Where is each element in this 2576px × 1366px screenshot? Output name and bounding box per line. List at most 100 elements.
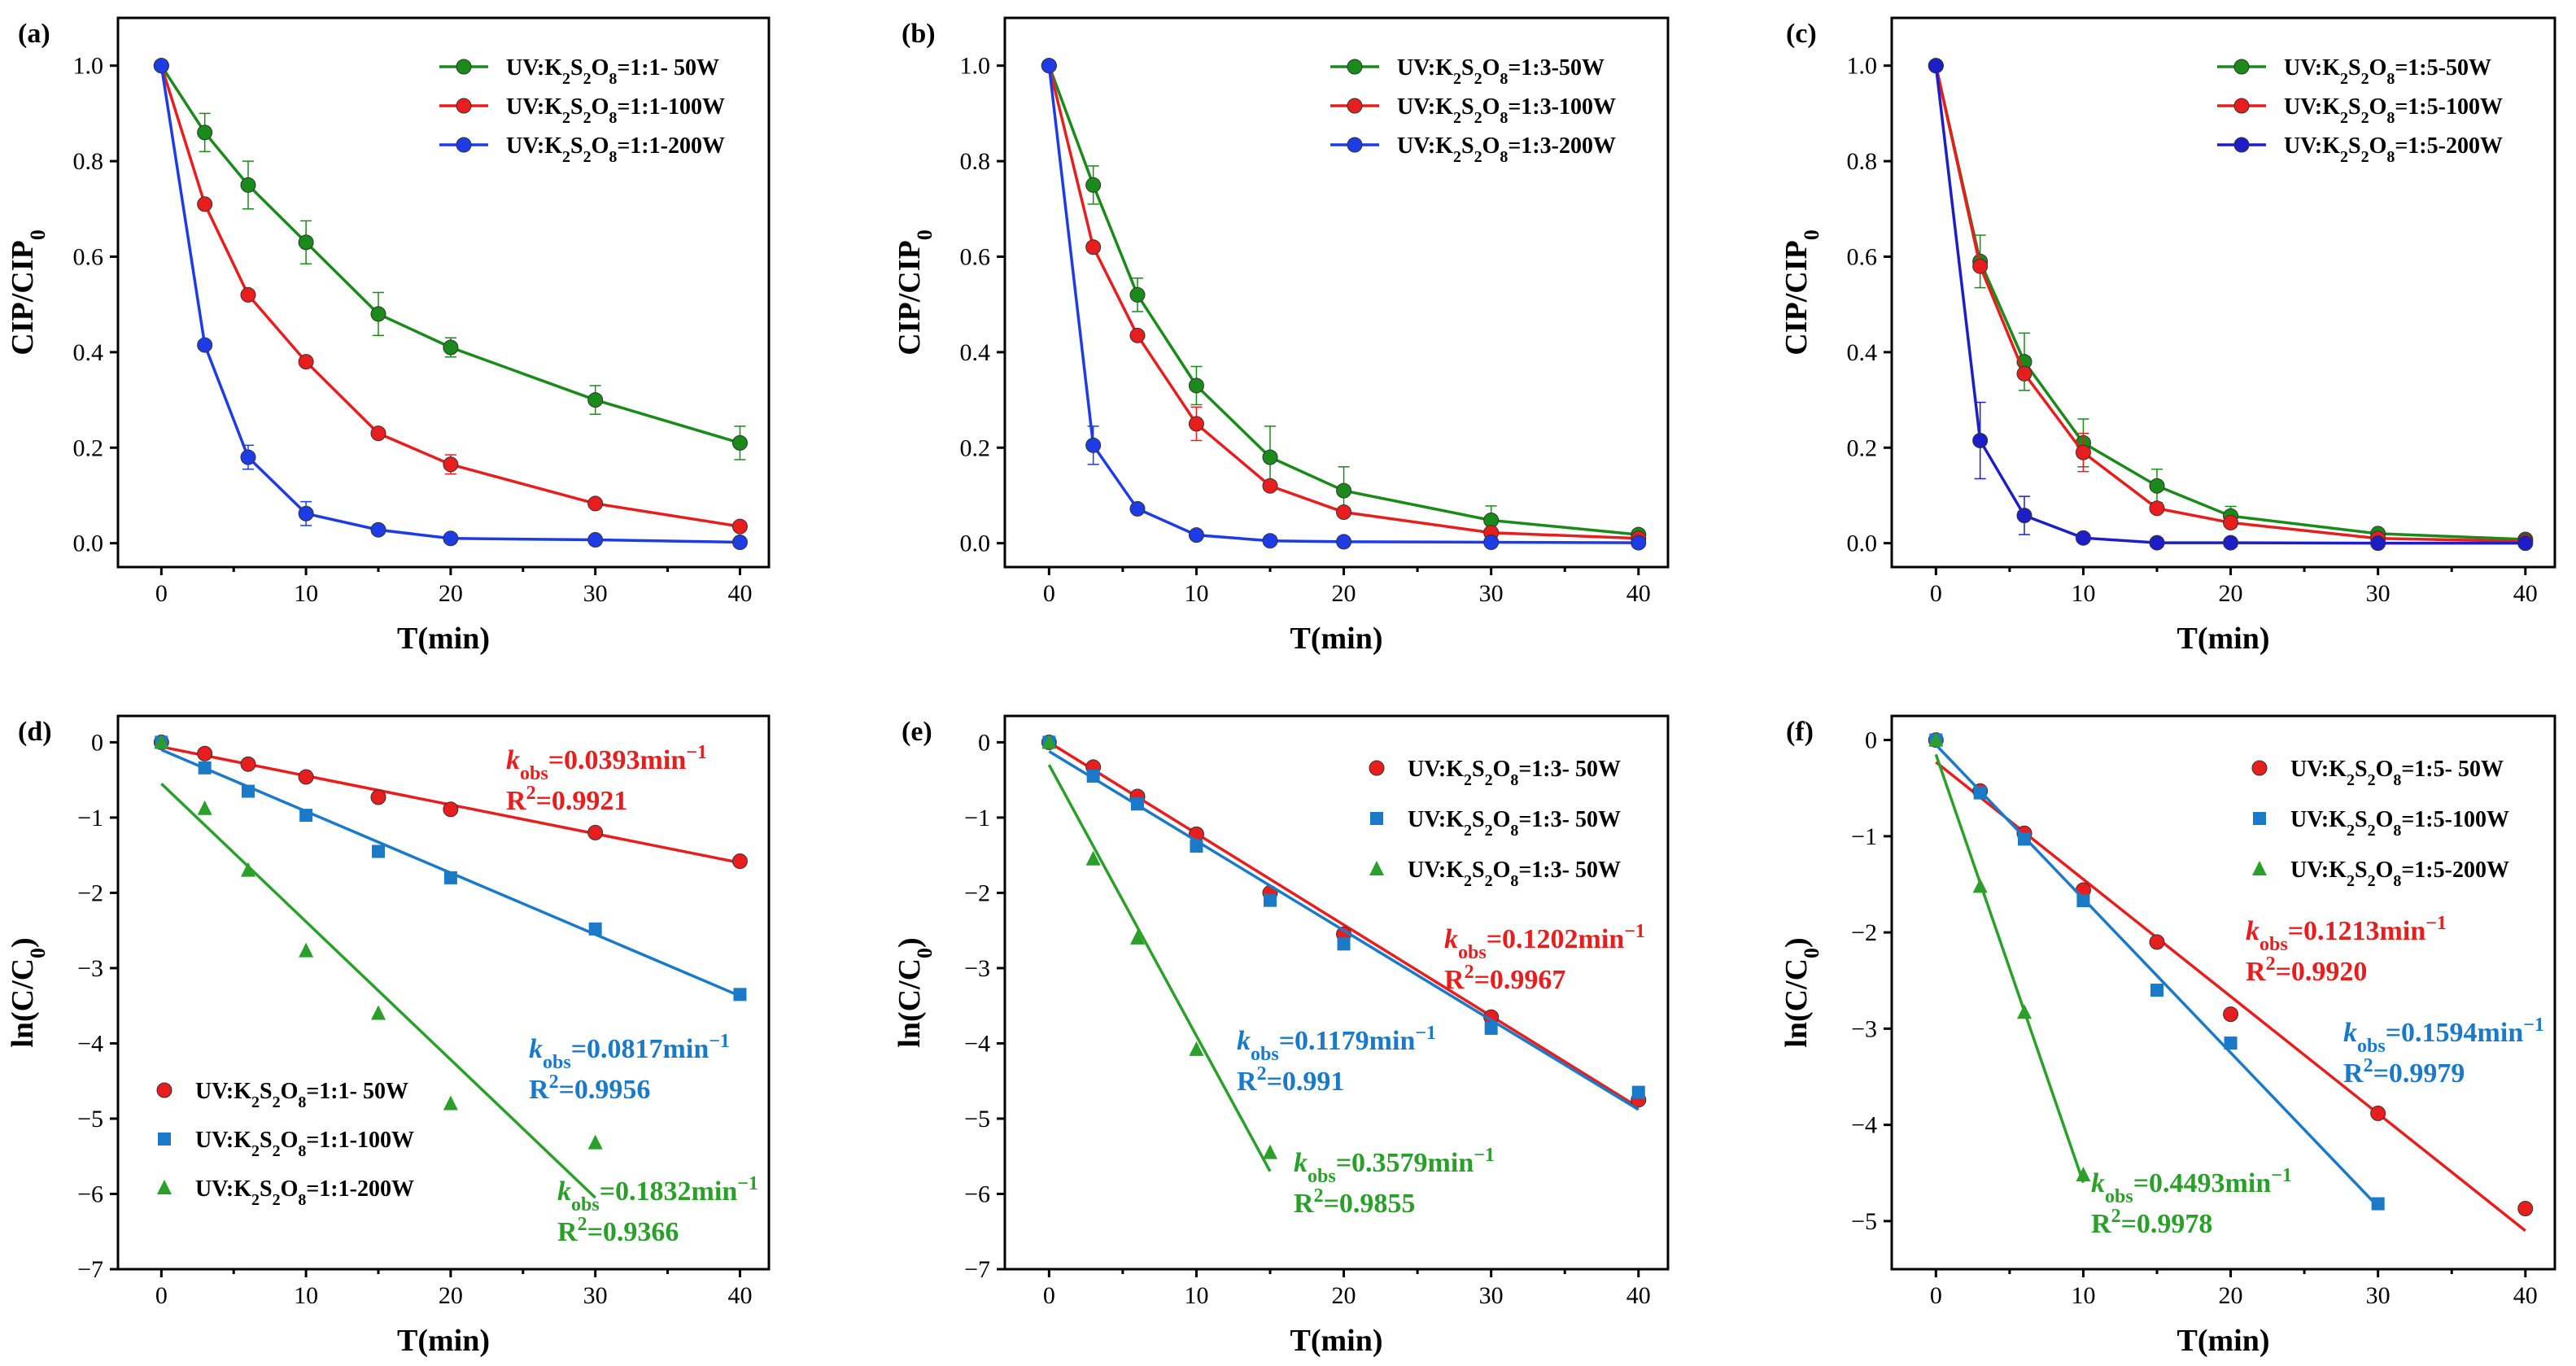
y-tick-label: 0.8 <box>960 148 991 175</box>
data-point <box>587 392 604 408</box>
x-axis-title: T(min) <box>2177 1324 2270 1358</box>
series-line <box>1934 65 2526 545</box>
r-squared-label: R2=0.9978 <box>2091 1206 2212 1239</box>
fit-line <box>1048 749 1639 1111</box>
data-point <box>240 177 256 193</box>
data-point <box>298 354 314 370</box>
y-axis-title: CIP/CIP0 <box>1779 229 1823 355</box>
panel-label: (e) <box>902 717 932 747</box>
data-point <box>298 234 314 251</box>
x-tick-label: 30 <box>583 1282 608 1309</box>
x-tick-label: 0 <box>155 580 168 607</box>
data-point <box>1130 929 1145 945</box>
y-axis-title: CIP/CIP0 <box>6 229 50 355</box>
data-point <box>197 337 213 353</box>
data-point <box>2370 535 2386 552</box>
legend-label: UV:K2S2O8=1:5- 50W <box>2290 757 2504 789</box>
data-point <box>1041 58 1057 74</box>
y-tick-label: 0.4 <box>1847 339 1878 366</box>
data-point <box>372 844 385 858</box>
legend-marker <box>2233 59 2250 75</box>
series-1 <box>1041 58 1647 543</box>
y-tick-label: 0.8 <box>73 148 104 175</box>
data-point <box>1189 1041 1204 1056</box>
y-tick-label: 0.2 <box>73 434 104 461</box>
legend-label: UV:K2S2O8=1:3- 50W <box>1408 757 1621 789</box>
r-squared-label: R2=0.9979 <box>2343 1055 2465 1089</box>
y-tick-label: 1.0 <box>1847 53 1878 80</box>
legend: UV:K2S2O8=1:1- 50W UV:K2S2O8=1:1-100W UV:K… <box>156 1079 414 1209</box>
series-line <box>1047 65 1639 540</box>
r-squared-label: R2=0.9855 <box>1294 1185 1415 1219</box>
data-point <box>1262 478 1278 494</box>
y-tick-label: 0.0 <box>73 530 104 557</box>
plot-frame <box>1003 16 1670 569</box>
data-point <box>1190 840 1203 853</box>
legend-label: UV:K2S2O8=1:1-100W <box>506 94 725 127</box>
data-point <box>733 988 747 1002</box>
x-tick-label: 40 <box>727 1282 752 1309</box>
data-point <box>2223 535 2239 551</box>
data-point <box>2017 1004 2032 1019</box>
x-tick-label: 30 <box>583 580 608 607</box>
data-point <box>587 1134 603 1150</box>
plot-frame <box>1890 16 2556 569</box>
y-axis-title: ln(C/C0) <box>893 937 937 1047</box>
y-axis-title: ln(C/C0) <box>1779 937 1823 1047</box>
fit-line <box>1935 744 2379 1208</box>
legend-marker <box>1370 812 1383 825</box>
legend-marker <box>1347 59 1363 75</box>
panel-d: (d) 0 10 20 30 40 −7 −6 −5 −4 −3 −2 −1 0 T(min) ln(C/C0… <box>6 714 771 1358</box>
data-point <box>443 871 457 884</box>
data-point <box>443 1095 458 1111</box>
data-point <box>443 801 459 818</box>
x-tick-label: 30 <box>1479 580 1504 607</box>
legend-marker <box>456 59 472 75</box>
y-tick-label: −5 <box>964 1106 990 1133</box>
series-line <box>159 65 740 544</box>
y-tick-label: 1.0 <box>960 53 991 80</box>
y-tick-label: −2 <box>77 879 103 906</box>
data-point <box>2018 832 2031 846</box>
data-point <box>2149 478 2165 494</box>
y-tick-label: 0.0 <box>1847 530 1878 557</box>
data-point <box>371 1005 386 1020</box>
data-point <box>242 784 255 798</box>
data-point <box>197 745 213 762</box>
series-line <box>159 64 740 445</box>
x-tick-label: 30 <box>1479 1282 1504 1309</box>
data-point <box>197 196 213 212</box>
legend: UV:K2S2O8=1:1- 50W UV:K2S2O8=1:1-100W UV:K… <box>439 55 725 166</box>
data-point <box>731 534 748 550</box>
data-point <box>240 449 256 465</box>
r-squared-label: R2=0.9956 <box>529 1071 650 1105</box>
x-tick-label: 10 <box>1184 580 1208 607</box>
y-tick-label: 0.6 <box>73 243 104 270</box>
legend-marker <box>2253 812 2266 825</box>
panel-f: (f) 0 10 20 30 40 −5 −4 −3 −2 −1 0 T(min) ln(C/C0) kob… <box>1779 714 2556 1358</box>
y-axis-title: ln(C/C0) <box>6 937 50 1047</box>
y-tick-label: −4 <box>964 1030 990 1057</box>
y-tick-label: 1.0 <box>73 53 104 80</box>
x-tick-label: 20 <box>439 1282 463 1309</box>
r-squared-label: R2=0.9967 <box>1444 962 1565 995</box>
data-point <box>443 530 459 547</box>
data-point <box>1129 500 1146 517</box>
data-point <box>298 505 314 522</box>
data-point <box>587 495 604 512</box>
x-tick-label: 20 <box>2219 1282 2243 1309</box>
data-point <box>1131 797 1144 811</box>
fit-line <box>1048 740 1639 1109</box>
data-point <box>587 824 604 840</box>
fit-line <box>1934 753 2085 1184</box>
legend-label: UV:K2S2O8=1:5-200W <box>2290 858 2509 890</box>
rate-constant-label: kobs=0.1832min−1 <box>557 1173 758 1215</box>
legend-label: UV:K2S2O8=1:1- 50W <box>195 1079 408 1111</box>
x-tick-label: 40 <box>2513 580 2538 607</box>
data-point <box>1262 449 1278 465</box>
data-point <box>2149 500 2165 517</box>
series-3: kobs=0.1832min−1R2=0.9366 <box>154 734 758 1247</box>
data-point <box>1972 258 1989 274</box>
rate-constant-label: kobs=0.1202min−1 <box>1444 921 1645 963</box>
x-axis-title: T(min) <box>397 622 490 656</box>
